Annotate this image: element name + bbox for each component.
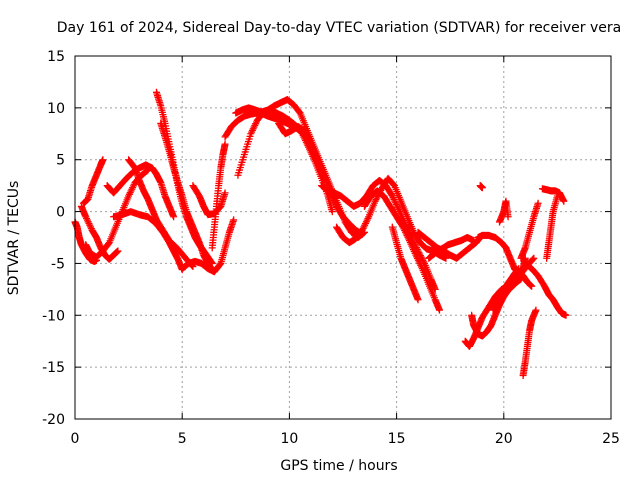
series-arc-14 (234, 106, 336, 216)
y-tick-label: -15 (42, 360, 65, 376)
series-arc-19 (333, 174, 450, 262)
y-tick-label: -20 (42, 412, 65, 428)
data-point (221, 140, 229, 148)
series-arc-22 (425, 234, 478, 262)
data-point (528, 282, 536, 290)
axis-tick-labels: 0 5 10 15 20 25 -20 -15 -10 -5 0 5 10 15 (42, 49, 620, 447)
data-point (560, 197, 568, 205)
data-point (170, 213, 178, 221)
y-axis-label: SDTVAR / TECUs (6, 181, 22, 296)
x-axis-label: GPS time / hours (280, 458, 397, 474)
data-point (372, 196, 380, 204)
data-point (470, 237, 478, 245)
y-tick-label: 15 (47, 49, 65, 65)
data-point (532, 306, 540, 314)
y-tick-label: 5 (56, 153, 65, 169)
y-tick-label: -10 (42, 308, 65, 324)
x-tick-label: 0 (71, 431, 80, 447)
data-point (371, 197, 379, 205)
x-tick-label: 15 (388, 431, 406, 447)
series-arc-27 (496, 197, 512, 226)
x-tick-label: 20 (495, 431, 513, 447)
series-arc-30 (519, 306, 540, 379)
data-point (374, 191, 382, 199)
x-tick-label: 5 (178, 431, 187, 447)
data-point (374, 193, 382, 201)
data-marks (71, 88, 570, 379)
data-point (376, 188, 384, 196)
data-point (230, 216, 238, 224)
series-arc-13 (221, 109, 304, 141)
series-arc-26 (476, 182, 486, 192)
y-tick-label: 0 (56, 205, 65, 221)
series-arc-10 (178, 216, 238, 276)
data-point (534, 199, 542, 207)
data-point (478, 184, 486, 192)
x-tick-label: 25 (602, 431, 620, 447)
data-point (530, 254, 538, 262)
data-point (414, 296, 422, 304)
data-point (221, 189, 229, 197)
series-arc-5 (103, 161, 178, 221)
data-point (328, 208, 336, 216)
data-point (375, 189, 383, 197)
data-point (99, 156, 107, 164)
plot-frame (74, 55, 612, 420)
series-arc-12 (208, 140, 229, 252)
series-arc-4 (82, 166, 152, 261)
data-point (529, 255, 537, 263)
series-arc-9 (110, 208, 186, 274)
series-arc-11 (189, 182, 229, 219)
data-point (562, 311, 570, 319)
series-arc-32 (521, 259, 570, 319)
y-tick-label: -5 (51, 256, 65, 272)
data-point (114, 247, 122, 255)
data-point (504, 213, 512, 221)
series-arc-20 (388, 223, 422, 304)
data-point (373, 194, 381, 202)
y-tick-label: 10 (47, 101, 65, 117)
series-arc-3 (80, 156, 107, 207)
series-arc-33 (543, 192, 561, 262)
x-tick-label: 10 (280, 431, 298, 447)
series-arc-34 (538, 185, 568, 205)
series-arc-29 (517, 199, 542, 262)
series-arc-31 (511, 265, 536, 290)
data-point (435, 306, 443, 314)
series-arc-7 (152, 88, 216, 267)
chart-title: Day 161 of 2024, Sidereal Day-to-day VTE… (57, 20, 621, 36)
axis-ticks (74, 55, 612, 420)
